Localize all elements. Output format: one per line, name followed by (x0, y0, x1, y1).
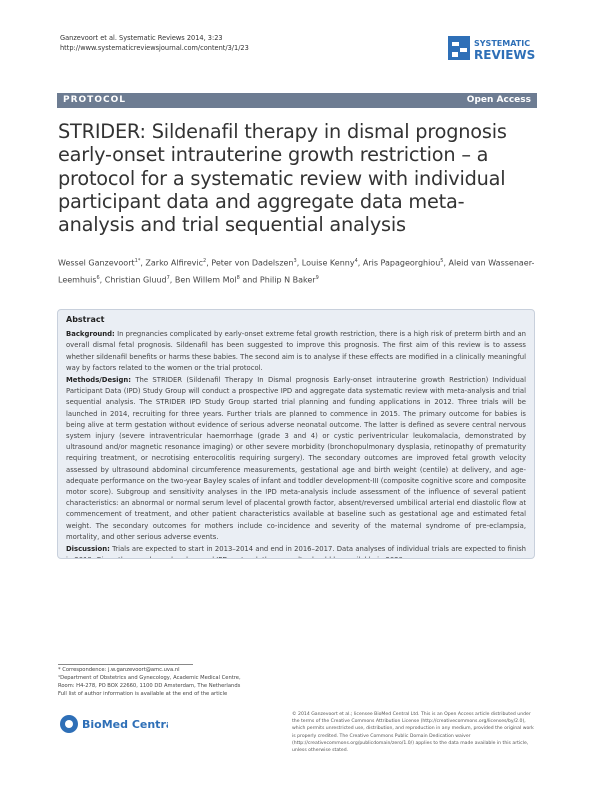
running-header: Ganzevoort et al. Systematic Reviews 201… (60, 33, 249, 53)
author-name: , Christian Gluud (99, 275, 167, 285)
author-name: Wessel Ganzevoort (58, 258, 135, 268)
abstract-section: Methods/Design: The STRIDER (Sildenafil … (66, 375, 526, 543)
citation: Ganzevoort et al. Systematic Reviews 201… (60, 34, 223, 42)
author-name: and Philip N Baker (239, 275, 316, 285)
abstract-heading: Abstract (66, 315, 105, 324)
author-name: , Ben Willem Mol (169, 275, 237, 285)
publisher-name: BioMed Central (82, 718, 168, 731)
section-label: Discussion: (66, 545, 110, 554)
affiliation-mark: 7 (166, 274, 170, 281)
footnote: * Correspondence: j.w.ganzevoort@amc.uva… (58, 667, 180, 673)
affiliation-mark: 9 (315, 274, 319, 281)
logo-text: SYSTEMATIC (474, 39, 530, 48)
affiliation-mark: 3 (293, 258, 297, 264)
affiliation-mark: 8 (236, 274, 240, 281)
logo-text: REVIEWS (474, 48, 535, 62)
affiliation-mark: 4 (354, 258, 358, 264)
affiliation-mark: 2 (203, 258, 207, 264)
article-title: STRIDER: Sildenafil therapy in dismal pr… (58, 120, 507, 237)
footnote-rule (58, 664, 193, 665)
article-type-banner: PROTOCOL Open Access (57, 93, 537, 108)
footnotes: * Correspondence: j.w.ganzevoort@amc.uva… (58, 666, 258, 698)
author-name: , Louise Kenny (296, 258, 355, 268)
section-text: In pregnancies complicated by early-onse… (66, 330, 526, 372)
section-label: Background: (66, 330, 115, 339)
affiliation-mark: 5 (440, 258, 444, 264)
affiliation-mark: 6 (96, 274, 100, 281)
author-name: , Zarko Alfirevic (140, 258, 203, 268)
article-type: PROTOCOL (63, 95, 126, 105)
article-url[interactable]: http://www.systematicreviewsjournal.com/… (60, 44, 249, 52)
footnote: Full list of author information is avail… (58, 691, 228, 697)
section-text: Trials are expected to start in 2013–201… (66, 545, 526, 558)
author-name: , Peter von Dadelszen (206, 258, 294, 268)
section-text: The STRIDER (Sildenafil Therapy In Disma… (66, 376, 526, 541)
author-name: , Aris Papageorghiou (357, 258, 441, 268)
abstract-section: Background: In pregnancies complicated b… (66, 329, 526, 374)
authors: Wessel Ganzevoort1*, Zarko Alfirevic2, P… (58, 254, 538, 287)
abstract-box: Abstract Background: In pregnancies comp… (57, 309, 535, 559)
publisher-logo: BioMed Central (60, 715, 168, 733)
author-name: , Aleid van Wassenaer-Leemhuis (58, 258, 535, 285)
abstract-section: Discussion: Trials are expected to start… (66, 544, 526, 558)
open-access: Open Access (466, 95, 531, 105)
copyright: © 2014 Ganzevoort et al.; licensee BioMe… (292, 712, 534, 754)
footnote: ¹Department of Obstetrics and Gynecology… (58, 675, 241, 689)
section-label: Methods/Design: (66, 376, 132, 385)
affiliation-mark: 1* (134, 258, 141, 264)
journal-logo: SYSTEMATIC REVIEWS (448, 36, 535, 62)
